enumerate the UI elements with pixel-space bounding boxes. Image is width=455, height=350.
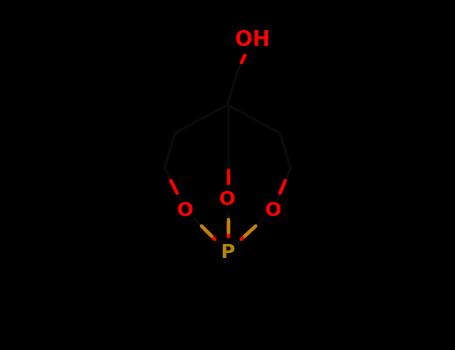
Text: OH: OH: [234, 30, 269, 50]
Circle shape: [217, 189, 238, 210]
Text: O: O: [177, 201, 194, 219]
Circle shape: [238, 26, 267, 55]
Text: O: O: [265, 201, 281, 219]
Circle shape: [175, 199, 196, 220]
Text: P: P: [220, 243, 235, 261]
Text: O: O: [219, 190, 236, 209]
Circle shape: [263, 199, 283, 220]
Circle shape: [217, 241, 238, 262]
